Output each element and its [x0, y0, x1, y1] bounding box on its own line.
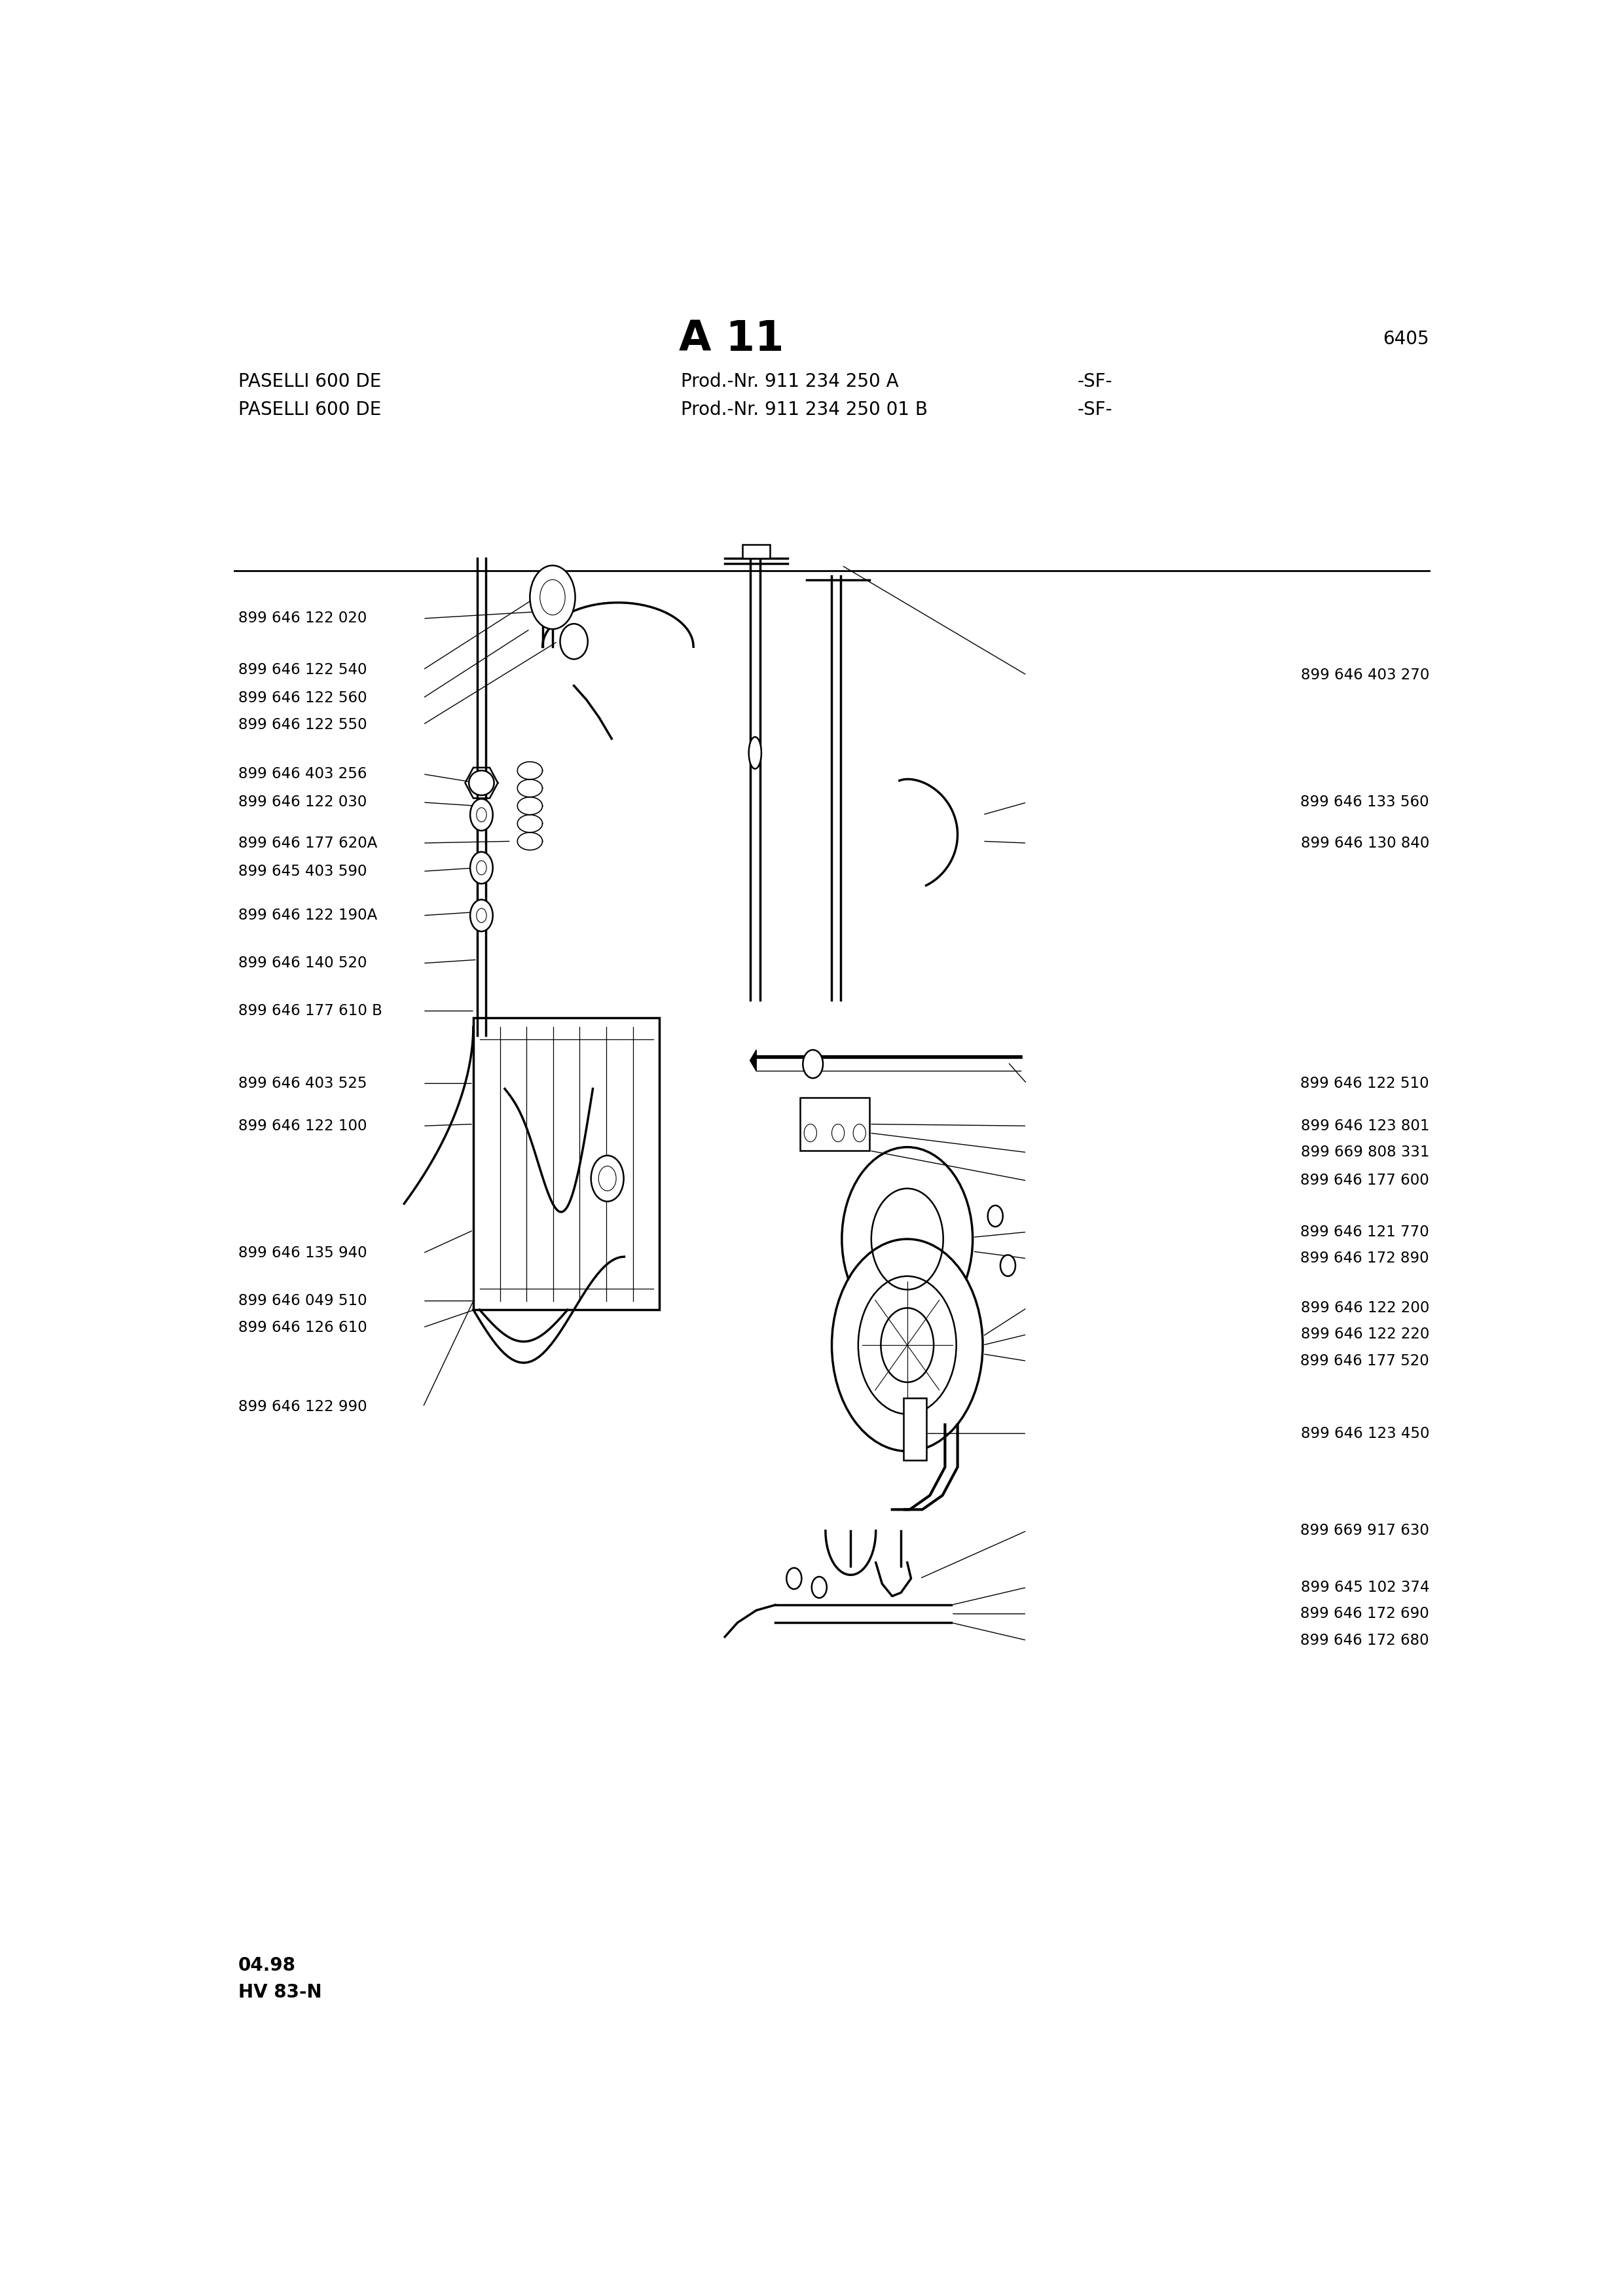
Bar [742, 544, 771, 558]
Text: 6405: 6405 [1383, 331, 1430, 349]
Text: 899 646 122 030: 899 646 122 030 [239, 794, 367, 810]
Text: HV 83-N: HV 83-N [239, 1984, 321, 2002]
Text: 899 646 122 020: 899 646 122 020 [239, 611, 367, 627]
Text: 899 646 123 801: 899 646 123 801 [1300, 1118, 1430, 1134]
Bar [800, 1097, 870, 1150]
Circle shape [803, 1049, 823, 1079]
Text: 899 646 122 220: 899 646 122 220 [1300, 1327, 1430, 1343]
Circle shape [831, 1125, 844, 1141]
Circle shape [842, 1148, 972, 1332]
Text: 899 646 122 100: 899 646 122 100 [239, 1118, 367, 1134]
Circle shape [831, 1240, 982, 1451]
Text: 899 646 122 560: 899 646 122 560 [239, 691, 367, 705]
Bar [904, 1398, 927, 1460]
Circle shape [471, 852, 493, 884]
Circle shape [591, 1155, 623, 1201]
Text: Prod.-Nr. 911 234 250 A: Prod.-Nr. 911 234 250 A [682, 372, 899, 390]
Text: 899 646 122 550: 899 646 122 550 [239, 716, 367, 732]
Bar [474, 1017, 659, 1309]
Circle shape [812, 1577, 826, 1598]
Text: 899 646 049 510: 899 646 049 510 [239, 1293, 367, 1309]
Text: A 11: A 11 [678, 319, 784, 360]
Circle shape [787, 1568, 802, 1589]
Text: PASELLI 600 DE: PASELLI 600 DE [239, 372, 381, 390]
Circle shape [540, 579, 565, 615]
Text: 899 646 172 690: 899 646 172 690 [1300, 1607, 1430, 1621]
Text: 899 646 403 525: 899 646 403 525 [239, 1077, 367, 1091]
Text: 899 646 126 610: 899 646 126 610 [239, 1320, 367, 1334]
Text: 899 646 177 610 B: 899 646 177 610 B [239, 1003, 381, 1019]
Text: 899 646 122 200: 899 646 122 200 [1300, 1300, 1430, 1316]
Text: 899 646 122 540: 899 646 122 540 [239, 661, 367, 677]
Circle shape [477, 808, 487, 822]
Circle shape [803, 1125, 816, 1141]
Circle shape [1000, 1256, 1016, 1277]
Circle shape [988, 1205, 1003, 1226]
Text: 899 646 172 890: 899 646 172 890 [1300, 1251, 1430, 1265]
Text: 899 646 130 840: 899 646 130 840 [1300, 836, 1430, 850]
Text: 899 646 122 190A: 899 646 122 190A [239, 907, 377, 923]
Ellipse shape [560, 625, 588, 659]
Circle shape [854, 1125, 865, 1141]
Text: 899 646 133 560: 899 646 133 560 [1300, 794, 1430, 810]
Text: 899 646 177 620A: 899 646 177 620A [239, 836, 377, 850]
Text: Prod.-Nr. 911 234 250 01 B: Prod.-Nr. 911 234 250 01 B [682, 402, 928, 420]
Text: 899 646 135 940: 899 646 135 940 [239, 1247, 367, 1261]
Text: -SF-: -SF- [1078, 372, 1112, 390]
Circle shape [477, 909, 487, 923]
Text: 899 646 177 520: 899 646 177 520 [1300, 1355, 1430, 1368]
Text: 899 646 122 510: 899 646 122 510 [1300, 1077, 1430, 1091]
Text: 899 669 808 331: 899 669 808 331 [1300, 1146, 1430, 1159]
Text: 899 645 102 374: 899 645 102 374 [1300, 1580, 1430, 1596]
Circle shape [471, 900, 493, 932]
Text: 899 669 917 630: 899 669 917 630 [1300, 1522, 1430, 1538]
Text: 899 646 177 600: 899 646 177 600 [1300, 1173, 1430, 1189]
Text: PASELLI 600 DE: PASELLI 600 DE [239, 402, 381, 420]
Text: 899 646 140 520: 899 646 140 520 [239, 955, 367, 971]
Circle shape [477, 861, 487, 875]
Text: 899 646 172 680: 899 646 172 680 [1300, 1632, 1430, 1649]
Circle shape [471, 799, 493, 831]
Text: 899 646 122 990: 899 646 122 990 [239, 1401, 367, 1414]
Text: 899 645 403 590: 899 645 403 590 [239, 863, 367, 879]
Polygon shape [750, 1049, 756, 1070]
Text: -SF-: -SF- [1078, 402, 1112, 420]
Circle shape [529, 565, 575, 629]
Text: 899 646 403 270: 899 646 403 270 [1300, 668, 1430, 682]
Text: 899 646 121 770: 899 646 121 770 [1300, 1224, 1430, 1240]
Ellipse shape [748, 737, 761, 769]
Text: 899 646 403 256: 899 646 403 256 [239, 767, 367, 781]
Ellipse shape [469, 771, 493, 794]
Text: 899 646 123 450: 899 646 123 450 [1300, 1426, 1430, 1442]
Text: 04.98: 04.98 [239, 1956, 295, 1975]
Circle shape [599, 1166, 617, 1192]
